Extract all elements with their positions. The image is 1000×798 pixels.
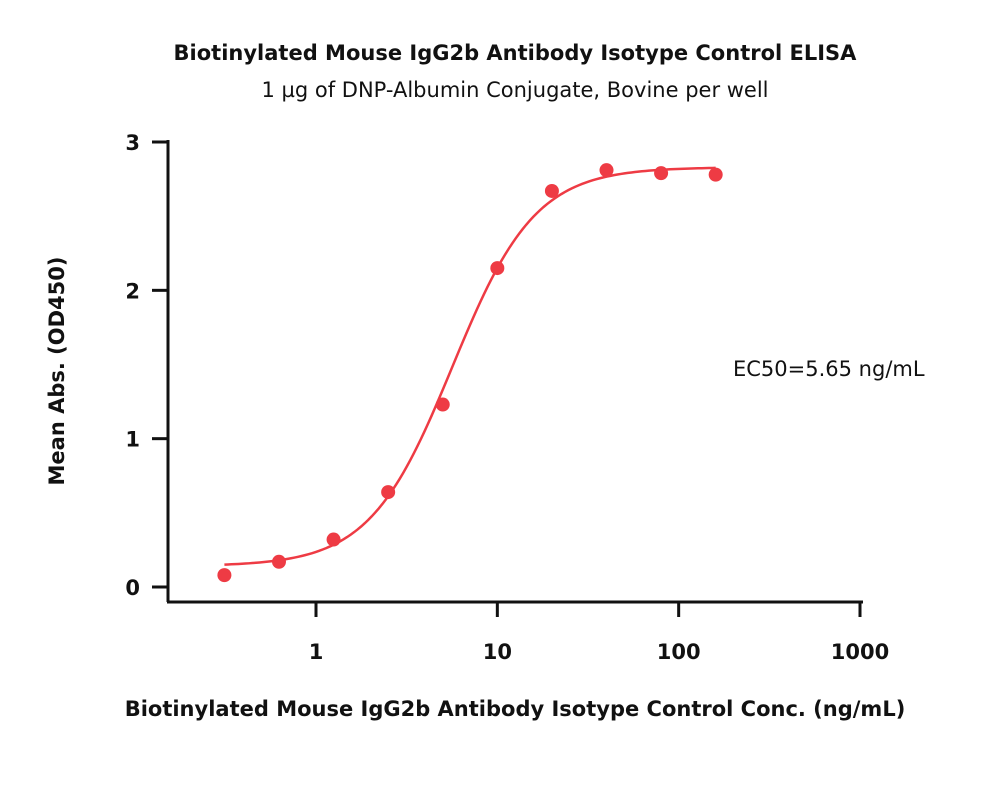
y-tick-label: 1 <box>125 428 140 452</box>
y-tick-label: 0 <box>125 576 140 600</box>
y-ticks: 0 1 2 3 <box>125 131 168 600</box>
data-point <box>217 568 232 583</box>
data-point <box>271 554 286 569</box>
data-point <box>544 183 559 198</box>
chart-title: Biotinylated Mouse IgG2b Antibody Isotyp… <box>174 41 858 65</box>
data-point <box>435 397 450 412</box>
data-point <box>708 167 723 182</box>
x-ticks: 1 10 100 1000 <box>309 602 889 664</box>
fit-curve <box>224 166 716 566</box>
x-axis: 1 10 100 1000 <box>167 600 889 664</box>
y-axis-label: Mean Abs. (OD450) <box>45 257 69 486</box>
data-points <box>217 163 723 583</box>
chart-subtitle: 1 µg of DNP-Albumin Conjugate, Bovine pe… <box>261 78 768 102</box>
x-tick-label: 1000 <box>831 640 889 664</box>
x-tick-label: 10 <box>483 640 512 664</box>
data-point <box>654 166 669 181</box>
data-point <box>599 163 614 178</box>
data-point <box>381 485 396 500</box>
y-tick-label: 3 <box>125 131 140 155</box>
x-tick-label: 1 <box>309 640 324 664</box>
data-point <box>326 532 341 547</box>
x-axis-label: Biotinylated Mouse IgG2b Antibody Isotyp… <box>125 697 906 721</box>
data-point <box>490 261 505 276</box>
x-tick-label: 100 <box>657 640 701 664</box>
ec50-annotation: EC50=5.65 ng/mL <box>733 357 925 381</box>
y-tick-label: 2 <box>125 279 140 303</box>
y-axis: 0 1 2 3 <box>125 131 170 602</box>
